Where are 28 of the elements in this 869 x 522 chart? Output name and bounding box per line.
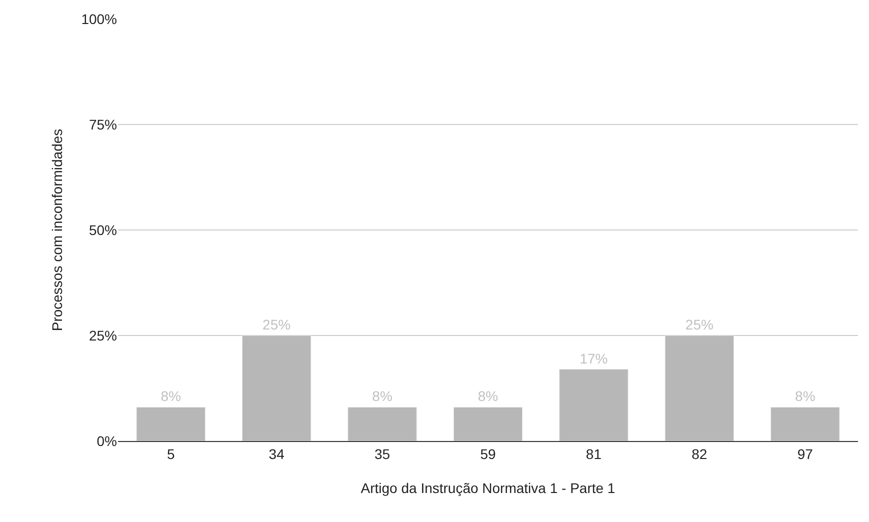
y-tick-label: 0% (96, 432, 117, 449)
y-tick-label: 100% (81, 10, 117, 27)
x-tick-label: 5 (166, 446, 175, 462)
x-tick-label: 81 (586, 446, 602, 462)
bar (770, 406, 840, 441)
y-tick-label: 25% (88, 327, 117, 344)
x-tick-label: 97 (797, 446, 814, 462)
bar (348, 406, 417, 441)
data-label: 25% (685, 316, 714, 332)
x-axis-title: Artigo da Instrução Normativa 1 - Parte 1 (360, 480, 616, 496)
x-tick-label: 82 (692, 446, 708, 462)
data-label: 17% (580, 350, 608, 366)
data-label: 8% (795, 388, 816, 404)
bar (559, 369, 628, 441)
data-label: 8% (160, 388, 181, 404)
data-label: 8% (478, 388, 498, 404)
data-label: 8% (372, 388, 392, 404)
x-tick-label: 35 (374, 446, 390, 462)
x-tick-label: 34 (268, 446, 285, 462)
bar (136, 406, 206, 441)
data-label: 25% (262, 316, 291, 332)
y-axis-title: Processos com inconformidades (48, 128, 65, 332)
x-tick-label: 59 (480, 446, 496, 462)
y-tick-label: 50% (88, 222, 117, 238)
bar (242, 335, 312, 441)
bar (453, 406, 523, 441)
bar (664, 335, 734, 441)
y-tick-label: 75% (88, 116, 117, 132)
